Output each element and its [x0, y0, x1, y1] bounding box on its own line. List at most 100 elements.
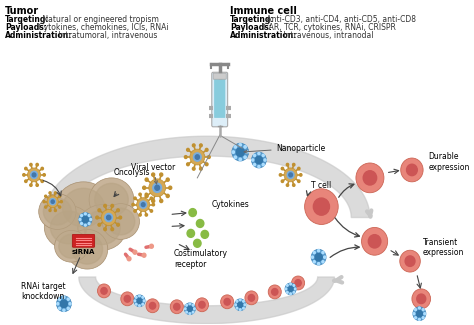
Circle shape	[356, 163, 384, 193]
Circle shape	[284, 168, 297, 182]
Circle shape	[98, 284, 110, 298]
Circle shape	[187, 149, 189, 151]
Circle shape	[98, 209, 100, 212]
Circle shape	[234, 146, 237, 148]
Circle shape	[193, 153, 201, 161]
Circle shape	[192, 311, 194, 313]
Ellipse shape	[78, 205, 127, 250]
Circle shape	[184, 303, 195, 315]
Circle shape	[293, 285, 295, 286]
Circle shape	[422, 309, 424, 311]
Circle shape	[208, 156, 210, 159]
Circle shape	[166, 194, 169, 198]
Circle shape	[107, 215, 111, 220]
Circle shape	[58, 298, 61, 300]
Circle shape	[59, 195, 61, 197]
Circle shape	[104, 204, 107, 207]
Circle shape	[69, 303, 71, 305]
Circle shape	[279, 174, 282, 176]
Circle shape	[32, 173, 36, 177]
Circle shape	[150, 210, 153, 212]
Ellipse shape	[67, 229, 108, 269]
Circle shape	[248, 294, 255, 301]
Circle shape	[84, 224, 86, 226]
Circle shape	[121, 292, 134, 306]
Circle shape	[140, 201, 146, 208]
Polygon shape	[79, 277, 335, 324]
FancyBboxPatch shape	[214, 75, 225, 118]
Circle shape	[298, 167, 300, 170]
Circle shape	[50, 199, 55, 205]
Circle shape	[124, 295, 130, 302]
Circle shape	[30, 184, 32, 186]
Circle shape	[58, 307, 61, 309]
Circle shape	[166, 178, 169, 181]
Circle shape	[400, 250, 420, 272]
Circle shape	[184, 308, 186, 310]
Circle shape	[104, 228, 107, 231]
Circle shape	[184, 156, 187, 159]
Circle shape	[262, 163, 264, 166]
Ellipse shape	[50, 211, 87, 244]
Text: Natural or engineered tropism: Natural or engineered tropism	[40, 15, 158, 24]
Circle shape	[293, 292, 295, 293]
Circle shape	[134, 197, 136, 200]
Circle shape	[119, 216, 122, 219]
Circle shape	[25, 180, 27, 182]
Circle shape	[313, 198, 329, 215]
Circle shape	[60, 201, 63, 203]
Circle shape	[63, 309, 65, 311]
Circle shape	[254, 154, 255, 157]
Polygon shape	[44, 136, 370, 217]
Ellipse shape	[95, 183, 128, 216]
Text: Anti-CD3, anti-CD4, anti-CD5, anti-CD8: Anti-CD3, anti-CD4, anti-CD5, anti-CD8	[264, 15, 417, 24]
Circle shape	[196, 219, 204, 228]
Circle shape	[45, 195, 47, 197]
Circle shape	[244, 156, 246, 159]
Circle shape	[150, 244, 154, 248]
Ellipse shape	[59, 234, 84, 258]
Circle shape	[137, 298, 142, 304]
Circle shape	[281, 180, 283, 182]
Circle shape	[258, 152, 260, 155]
Circle shape	[286, 163, 289, 166]
Circle shape	[150, 197, 153, 200]
Circle shape	[81, 214, 82, 216]
Circle shape	[49, 192, 51, 194]
Circle shape	[318, 250, 319, 252]
Ellipse shape	[39, 194, 76, 229]
Circle shape	[111, 228, 114, 231]
Circle shape	[413, 313, 415, 315]
Text: Immune cell: Immune cell	[230, 6, 297, 16]
Circle shape	[45, 206, 47, 208]
Circle shape	[232, 151, 235, 153]
Circle shape	[187, 229, 194, 237]
Text: Nanoparticle: Nanoparticle	[244, 144, 326, 153]
Circle shape	[251, 152, 266, 168]
Circle shape	[234, 156, 237, 159]
Circle shape	[236, 307, 238, 309]
Circle shape	[81, 223, 82, 225]
Circle shape	[254, 163, 255, 166]
Circle shape	[27, 168, 41, 182]
Circle shape	[368, 235, 381, 248]
Circle shape	[239, 309, 241, 310]
Circle shape	[412, 289, 430, 309]
Circle shape	[136, 296, 137, 298]
Circle shape	[60, 300, 67, 307]
Circle shape	[170, 300, 183, 314]
Circle shape	[415, 309, 417, 311]
Circle shape	[145, 214, 147, 216]
Circle shape	[139, 305, 140, 306]
Circle shape	[43, 174, 46, 176]
Circle shape	[416, 310, 422, 317]
Circle shape	[287, 285, 288, 286]
Text: Administration:: Administration:	[5, 31, 73, 40]
Circle shape	[96, 216, 99, 219]
Circle shape	[55, 209, 56, 212]
Circle shape	[232, 143, 249, 161]
Circle shape	[311, 256, 313, 258]
Circle shape	[56, 296, 72, 312]
Circle shape	[205, 163, 208, 166]
Circle shape	[101, 210, 116, 226]
